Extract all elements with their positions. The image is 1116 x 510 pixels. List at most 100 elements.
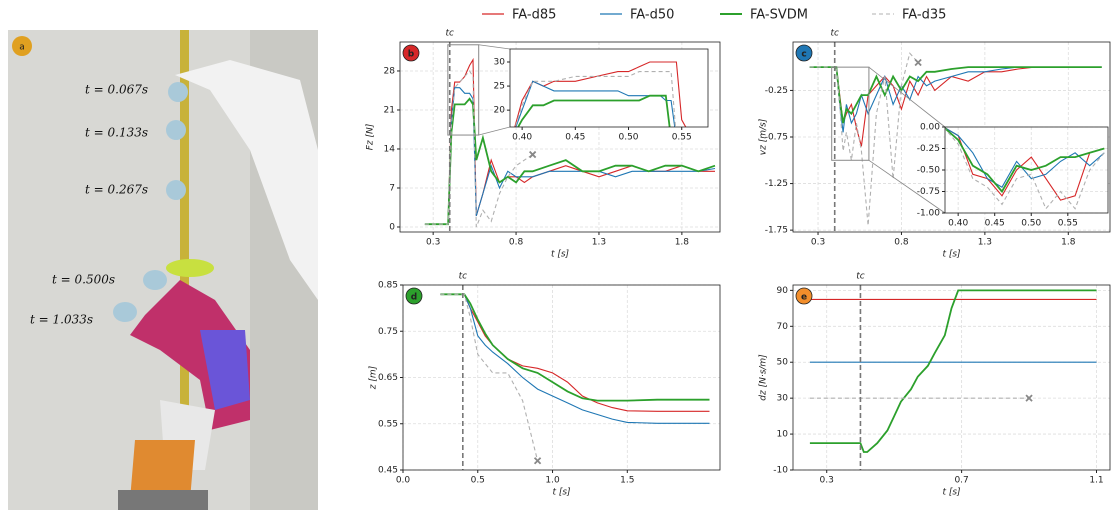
x-tick-label: 0.40 xyxy=(512,133,532,143)
plot-lines xyxy=(424,57,716,228)
x-tick-label: 0.50 xyxy=(618,133,638,143)
legend-label: FA-d35 xyxy=(902,8,946,23)
series-line xyxy=(809,52,919,226)
x-axis-label: t [s] xyxy=(942,250,961,260)
y-tick-label: -0.25 xyxy=(917,144,940,154)
time-label: t = 0.267s xyxy=(85,183,148,197)
panel-badge xyxy=(795,287,813,305)
zoom-connector xyxy=(868,159,946,214)
series-line xyxy=(945,127,1105,194)
y-tick-label: 25 xyxy=(494,82,505,92)
series-line xyxy=(424,97,716,226)
zoom-region xyxy=(447,44,480,136)
y-tick-label: 20 xyxy=(494,106,506,116)
panel-badge-label: d xyxy=(411,293,417,303)
chart-panel: -10 10 30 50 70 90 0.3 0.7 1.1 tc e dz [N·s/m] t [s] xyxy=(759,272,1111,498)
plot-lines xyxy=(440,293,710,461)
ball xyxy=(166,120,186,140)
y-tick-label: 14 xyxy=(384,144,396,154)
chart-panel: -0.25 -0.75 -1.25 -1.75 0.3 0.8 1.3 1.8 tc c vz [m… xyxy=(759,29,1111,260)
panel-badge-label: e xyxy=(801,293,807,303)
x-tick-label: 1.5 xyxy=(620,476,634,486)
series-line xyxy=(945,127,1105,188)
robot-base xyxy=(130,440,195,500)
x-axis-label: t [s] xyxy=(551,250,570,260)
event-label: tc xyxy=(856,272,865,282)
y-tick-label: 0 xyxy=(389,222,395,232)
series-line xyxy=(809,66,1102,133)
chart-panel: 20 25 30 0.40 0.45 0.50 0.55 xyxy=(447,44,709,143)
y-axis-label: dz [N·s/m] xyxy=(759,354,769,401)
series-line xyxy=(945,127,1105,201)
end-marker xyxy=(529,150,537,159)
y-tick-label: 0.75 xyxy=(378,327,398,337)
y-tick-label: 0.65 xyxy=(378,373,398,383)
ball xyxy=(168,82,188,102)
end-marker xyxy=(533,457,542,465)
panel-badge-label: c xyxy=(801,50,806,60)
y-tick-label: 10 xyxy=(777,430,789,440)
plot-lines xyxy=(514,61,687,127)
y-tick-label: 0.45 xyxy=(378,466,398,476)
y-tick-label: 0.55 xyxy=(378,419,398,429)
y-tick-label: -1.25 xyxy=(765,179,788,189)
y-tick-label: -10 xyxy=(773,466,788,476)
y-axis-label: z [m] xyxy=(369,365,379,390)
x-tick-label: 0.3 xyxy=(811,238,825,248)
legend: FA-d85 FA-d50 FA-SVDM FA-d35 xyxy=(482,8,946,23)
series-line xyxy=(424,87,716,225)
x-tick-label: 1.8 xyxy=(1061,238,1076,248)
x-tick-label: 1.8 xyxy=(675,238,690,248)
x-tick-label: 1.0 xyxy=(545,476,560,486)
x-tick-label: 0.45 xyxy=(985,219,1005,229)
end-marker xyxy=(1025,394,1033,402)
y-tick-label: -0.50 xyxy=(917,166,941,176)
y-tick-label: 28 xyxy=(384,66,396,76)
y-tick-label: 21 xyxy=(384,105,395,115)
series-line xyxy=(809,66,1102,124)
legend-label: FA-d50 xyxy=(630,8,674,23)
y-tick-label: -0.75 xyxy=(917,187,940,197)
series-line xyxy=(945,127,1105,210)
x-tick-label: 0.5 xyxy=(471,476,485,486)
end-marker xyxy=(914,58,922,67)
ball xyxy=(166,180,186,200)
ball xyxy=(143,270,167,290)
series-line xyxy=(515,80,676,127)
robot-segment xyxy=(200,330,250,410)
panel-badge-label: b xyxy=(408,50,415,60)
x-tick-label: 0.45 xyxy=(565,133,585,143)
x-tick-label: 0.55 xyxy=(1058,219,1078,229)
series-line xyxy=(440,293,539,461)
x-tick-label: 1.3 xyxy=(978,238,992,248)
axes-frame xyxy=(402,284,721,471)
event-label: tc xyxy=(459,272,468,282)
y-tick-label: 50 xyxy=(777,358,789,368)
x-tick-label: 0.8 xyxy=(894,238,909,248)
panel-badge xyxy=(795,44,813,62)
zoom-connector xyxy=(478,44,511,50)
time-label: t = 0.500s xyxy=(52,273,115,287)
photo-panel xyxy=(8,30,318,510)
y-tick-label: 0.85 xyxy=(378,281,398,291)
panel-badge-label: a xyxy=(19,43,25,53)
zoom-connector xyxy=(868,66,946,128)
axes-frame xyxy=(399,41,721,233)
x-tick-label: 0.7 xyxy=(954,476,968,486)
y-axis-label: vz [m/s] xyxy=(759,118,769,155)
time-label: t = 0.133s xyxy=(85,126,148,140)
axes-frame xyxy=(792,41,1111,233)
x-tick-label: 0.50 xyxy=(1021,219,1041,229)
legend-label: FA-SVDM xyxy=(750,8,808,23)
cup xyxy=(166,259,214,277)
y-tick-label: -0.25 xyxy=(765,86,788,96)
y-tick-label: 30 xyxy=(777,394,789,404)
y-tick-label: 30 xyxy=(494,58,506,68)
ball xyxy=(113,302,137,322)
x-axis-label: t [s] xyxy=(552,488,571,498)
x-tick-label: 0.40 xyxy=(948,219,968,229)
x-tick-label: 0.0 xyxy=(396,476,411,486)
time-label: t = 0.067s xyxy=(85,83,148,97)
panel-badge xyxy=(405,287,423,305)
